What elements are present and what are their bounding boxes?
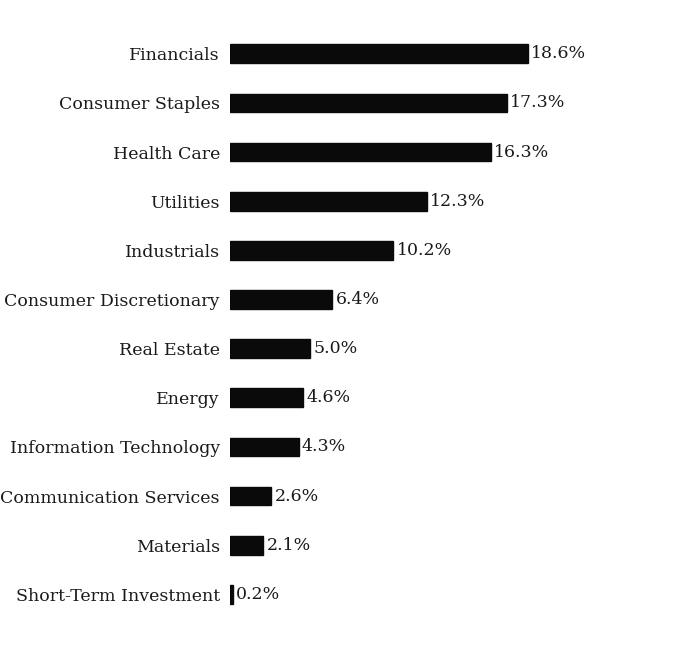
- Bar: [230, 192, 427, 211]
- Bar: [230, 93, 507, 113]
- Text: 12.3%: 12.3%: [430, 193, 486, 210]
- Text: 4.3%: 4.3%: [302, 438, 346, 455]
- Bar: [230, 438, 299, 456]
- Bar: [230, 585, 233, 604]
- Text: 10.2%: 10.2%: [397, 242, 452, 259]
- Text: 2.1%: 2.1%: [267, 537, 311, 554]
- Bar: [230, 290, 332, 309]
- Text: 2.6%: 2.6%: [275, 488, 319, 505]
- Bar: [230, 241, 393, 260]
- Text: 18.6%: 18.6%: [531, 45, 586, 63]
- Text: 0.2%: 0.2%: [236, 586, 280, 603]
- Text: 6.4%: 6.4%: [335, 291, 379, 308]
- Bar: [230, 143, 491, 161]
- Bar: [230, 487, 271, 505]
- Bar: [230, 45, 528, 63]
- Text: 16.3%: 16.3%: [494, 143, 550, 161]
- Text: 17.3%: 17.3%: [510, 94, 566, 111]
- Text: 4.6%: 4.6%: [307, 390, 351, 406]
- Bar: [230, 536, 263, 555]
- Text: 5.0%: 5.0%: [313, 340, 357, 357]
- Bar: [230, 340, 310, 358]
- Bar: [230, 388, 303, 407]
